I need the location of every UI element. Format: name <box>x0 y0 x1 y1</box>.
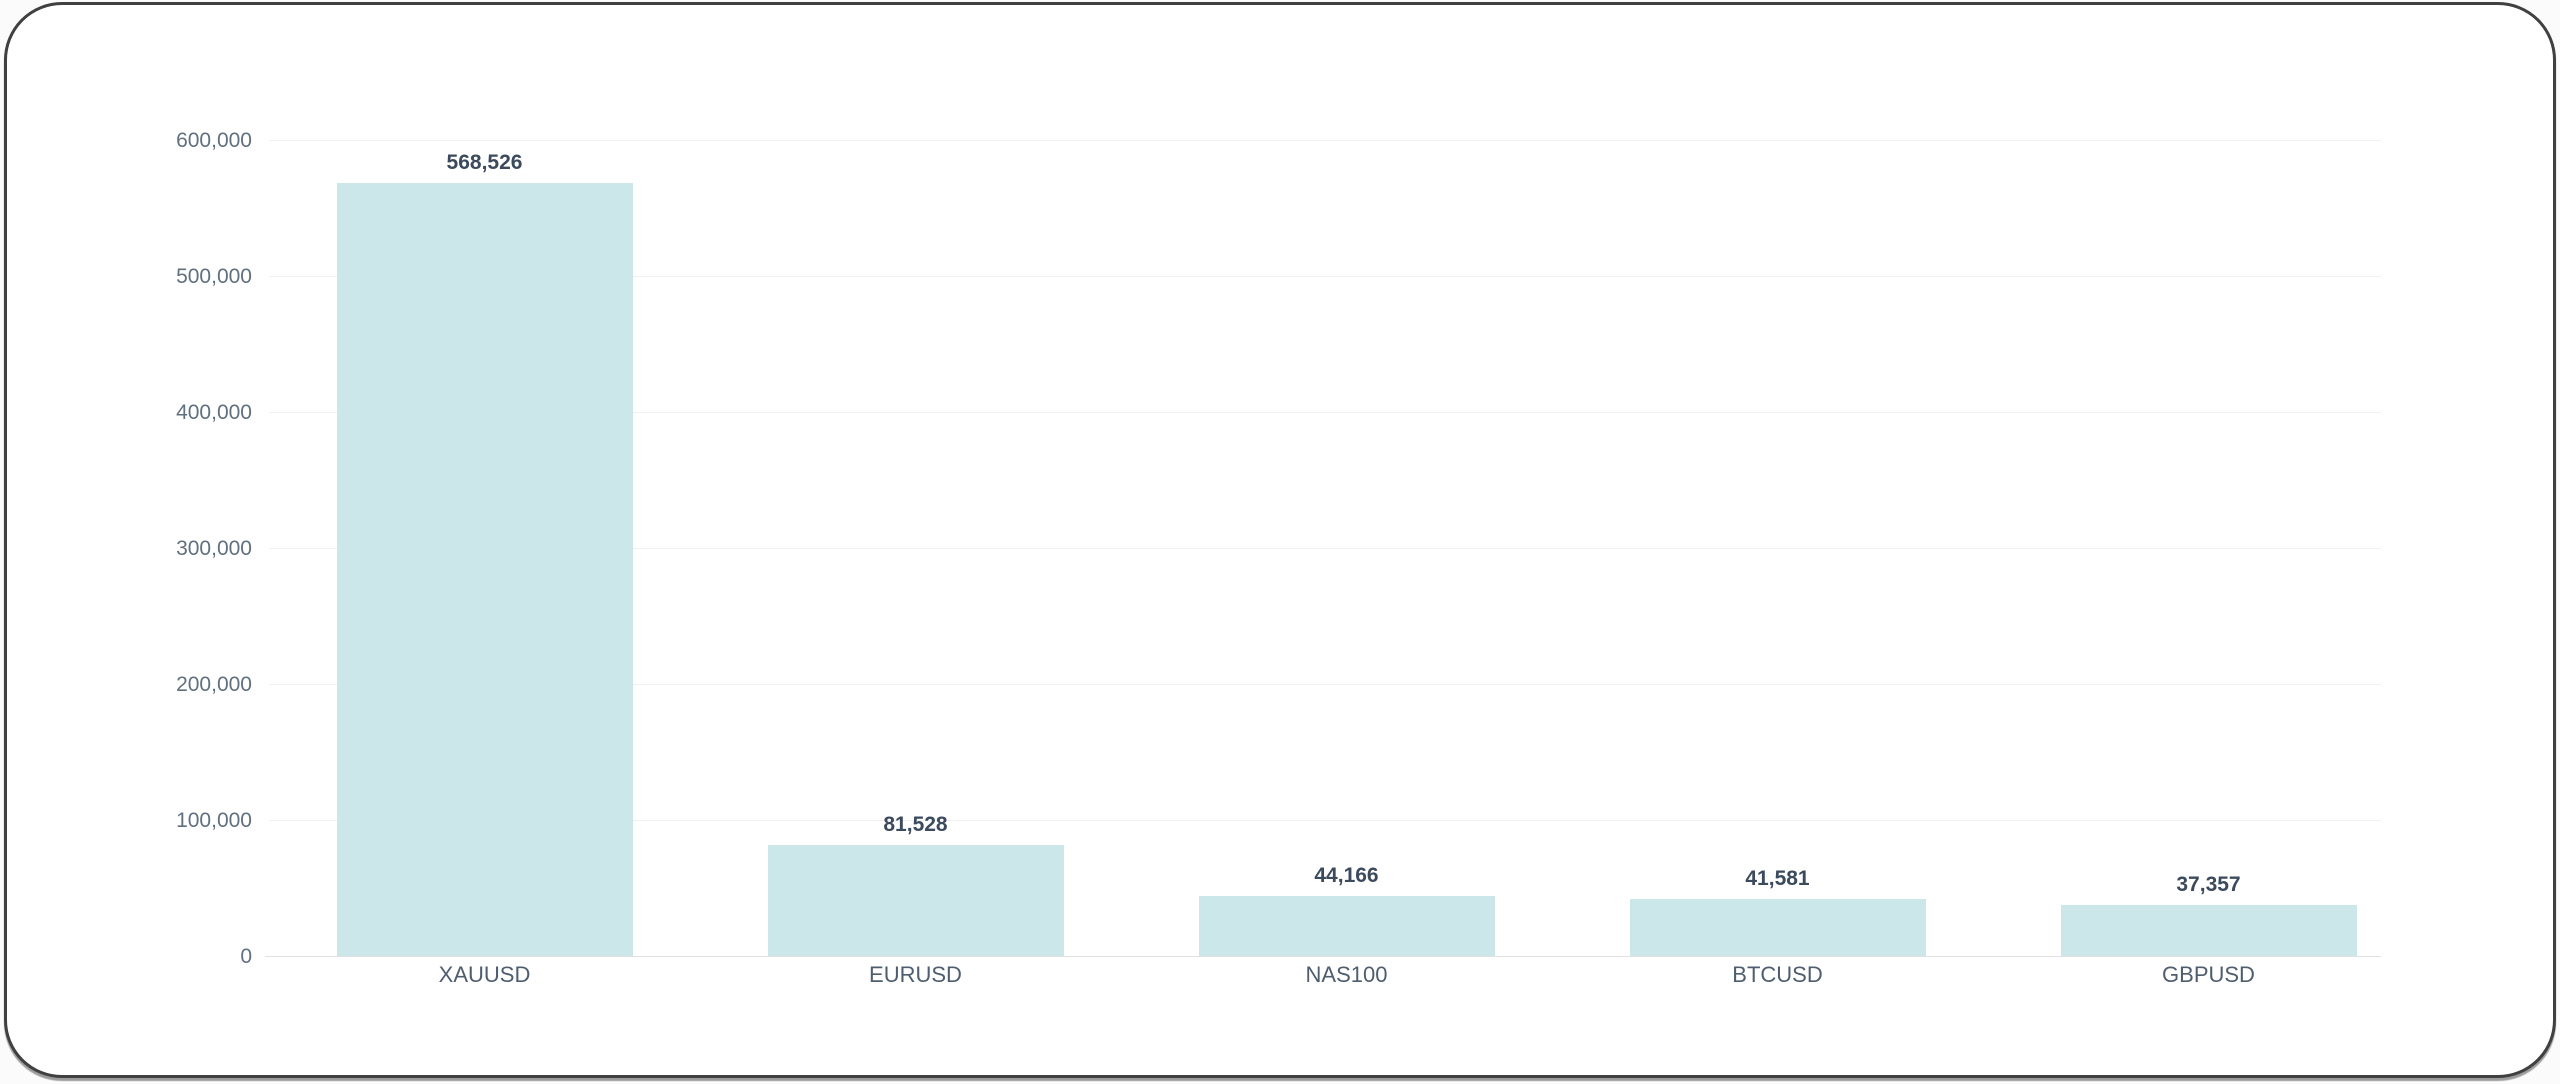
bar-value-label: 37,357 <box>2176 873 2241 897</box>
bar-btcusd[interactable] <box>1629 899 1926 956</box>
bar-chart: 0 100,000 200,000 300,000 400,000 500,000 600,… <box>7 5 2553 1075</box>
y-axis-tick-label: 200,000 <box>176 673 252 696</box>
x-axis-category-label: GBPUSD <box>2162 962 2255 987</box>
chart-card: 0 100,000 200,000 300,000 400,000 500,000 600,… <box>4 2 2556 1078</box>
bar-value-label: 44,166 <box>1314 863 1379 887</box>
x-axis-category-label: EURUSD <box>869 962 962 987</box>
bar-eurusd[interactable] <box>767 845 1064 956</box>
y-axis-tick-label: 400,000 <box>176 401 252 424</box>
y-axis-tick-label: 600,000 <box>176 129 252 152</box>
gridline <box>269 820 2381 821</box>
gridline <box>269 684 2381 685</box>
gridline <box>269 140 2381 141</box>
y-axis-tick-label: 0 <box>240 945 252 968</box>
bar-xauusd[interactable] <box>336 182 633 956</box>
y-axis-tick-label: 500,000 <box>176 265 252 288</box>
bar-value-label: 568,526 <box>446 150 523 174</box>
gridline <box>269 412 2381 413</box>
bar-value-label: 41,581 <box>1745 867 1810 891</box>
y-axis-tick-label: 300,000 <box>176 537 252 560</box>
bar-value-label: 81,528 <box>883 813 948 837</box>
x-axis-category-label: NAS100 <box>1305 962 1388 987</box>
x-axis-category-label: XAUUSD <box>438 962 531 987</box>
x-axis-line <box>265 956 2381 957</box>
bar-gbpusd[interactable] <box>2060 905 2357 956</box>
gridline <box>269 276 2381 277</box>
bar-nas100[interactable] <box>1198 895 1495 956</box>
gridline <box>269 548 2381 549</box>
y-axis-tick-label: 100,000 <box>176 809 252 832</box>
x-axis-category-label: BTCUSD <box>1732 962 1823 987</box>
